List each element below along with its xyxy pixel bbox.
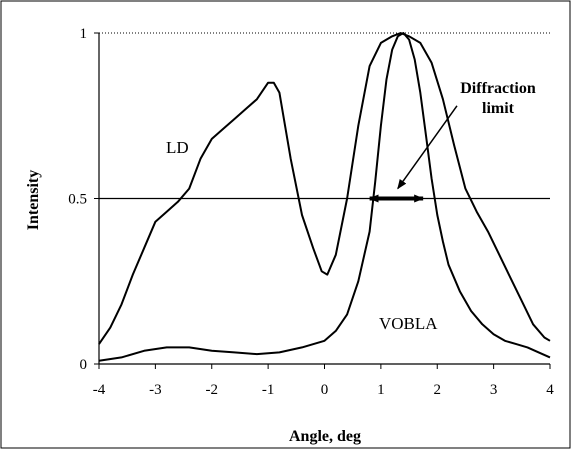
series-line-vobla — [98, 32, 551, 362]
vobla-series-label: VOBLA — [379, 314, 438, 333]
diffraction-label-line2: limit — [482, 100, 515, 117]
diffraction-label-line1: Diffraction — [460, 80, 536, 97]
series-line-ld — [98, 32, 551, 345]
x-axis-title: Angle, deg — [289, 428, 361, 445]
y-tick-label: 1 — [80, 26, 88, 42]
x-tick-label: 4 — [546, 382, 554, 398]
x-tick-label: 3 — [490, 382, 498, 398]
y-tick-label: 0.5 — [68, 192, 87, 208]
x-tick-label: -3 — [149, 382, 162, 398]
y-axis-title: Intensity — [25, 170, 42, 230]
x-tick-label: 1 — [377, 382, 385, 398]
x-tick-label: -4 — [93, 382, 106, 398]
x-tick-label: -1 — [262, 382, 275, 398]
x-tick-label: 0 — [321, 382, 329, 398]
diffraction-pointer-arrow — [397, 105, 458, 190]
plot-area: -4 -3 -2 -1 0 1 2 3 4 0 0.5 1 — [68, 26, 554, 398]
y-tick-label: 0 — [80, 357, 88, 373]
ld-series-label: LD — [166, 138, 189, 157]
x-tick-label: -2 — [206, 382, 219, 398]
x-tick-label: 2 — [434, 382, 442, 398]
